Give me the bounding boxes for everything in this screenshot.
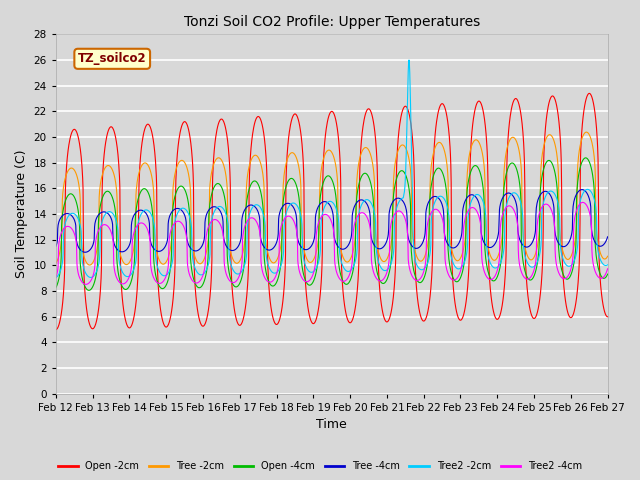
Tree2 -4cm [83, 281, 90, 287]
Tree2 -4cm [539, 204, 547, 209]
Tree2 -2cm [236, 270, 244, 276]
Open -2cm [586, 91, 593, 96]
Tree2 -2cm [418, 267, 426, 273]
Tree -2cm [52, 261, 60, 266]
X-axis label: Time: Time [316, 419, 347, 432]
Open -2cm [52, 327, 60, 333]
Line: Tree -4cm: Tree -4cm [56, 190, 607, 252]
Tree2 -4cm [579, 200, 586, 205]
Open -2cm [604, 314, 611, 320]
Tree2 -4cm [604, 266, 611, 272]
Line: Tree2 -2cm: Tree2 -2cm [56, 60, 607, 278]
Line: Open -4cm: Open -4cm [56, 158, 607, 290]
Open -4cm [237, 278, 244, 284]
Tree2 -4cm [418, 274, 426, 279]
Tree -4cm [578, 187, 586, 192]
Open -2cm [161, 324, 169, 329]
Tree -4cm [237, 237, 244, 243]
Tree -2cm [418, 258, 426, 264]
Tree2 -2cm [604, 262, 611, 268]
Open -4cm [539, 171, 547, 177]
Tree -2cm [86, 262, 93, 268]
Open -4cm [604, 271, 611, 277]
Tree -4cm [162, 243, 170, 249]
Tree -2cm [604, 253, 611, 259]
Open -2cm [417, 315, 425, 321]
Tree2 -2cm [490, 264, 497, 270]
Tree -2cm [539, 150, 547, 156]
Legend: Open -2cm, Tree -2cm, Open -4cm, Tree -4cm, Tree2 -2cm, Tree2 -4cm: Open -2cm, Tree -2cm, Open -4cm, Tree -4… [54, 457, 586, 475]
Tree2 -4cm [237, 269, 244, 275]
Tree2 -4cm [162, 275, 170, 280]
Tree2 -2cm [405, 57, 413, 63]
Tree -4cm [490, 242, 497, 248]
Open -2cm [490, 308, 497, 314]
Text: TZ_soilco2: TZ_soilco2 [78, 52, 147, 65]
Tree -2cm [582, 129, 590, 135]
Tree2 -2cm [175, 208, 182, 214]
Tree -4cm [604, 234, 611, 240]
Y-axis label: Soil Temperature (C): Soil Temperature (C) [15, 150, 28, 278]
Open -2cm [538, 270, 546, 276]
Open -4cm [418, 279, 426, 285]
Tree -2cm [162, 260, 170, 266]
Tree2 -2cm [161, 273, 169, 278]
Open -4cm [85, 288, 93, 293]
Tree -4cm [175, 206, 183, 212]
Title: Tonzi Soil CO2 Profile: Upper Temperatures: Tonzi Soil CO2 Profile: Upper Temperatur… [184, 15, 480, 29]
Line: Tree2 -4cm: Tree2 -4cm [56, 203, 607, 284]
Open -4cm [175, 184, 183, 190]
Tree -2cm [175, 159, 183, 165]
Open -4cm [490, 278, 497, 284]
Tree -4cm [418, 241, 426, 247]
Line: Open -2cm: Open -2cm [56, 94, 607, 330]
Line: Tree -2cm: Tree -2cm [56, 132, 607, 265]
Tree -4cm [81, 250, 89, 255]
Open -4cm [52, 285, 60, 291]
Open -2cm [236, 322, 244, 328]
Open -2cm [175, 140, 182, 145]
Tree -4cm [52, 243, 60, 249]
Tree2 -4cm [175, 218, 183, 224]
Tree -4cm [539, 190, 547, 195]
Open -4cm [582, 155, 589, 161]
Open -4cm [162, 283, 170, 289]
Tree2 -2cm [52, 275, 60, 281]
Tree -2cm [237, 256, 244, 262]
Tree2 -4cm [490, 275, 497, 281]
Tree2 -4cm [52, 275, 60, 280]
Tree -2cm [490, 257, 497, 263]
Tree2 -2cm [539, 205, 547, 211]
